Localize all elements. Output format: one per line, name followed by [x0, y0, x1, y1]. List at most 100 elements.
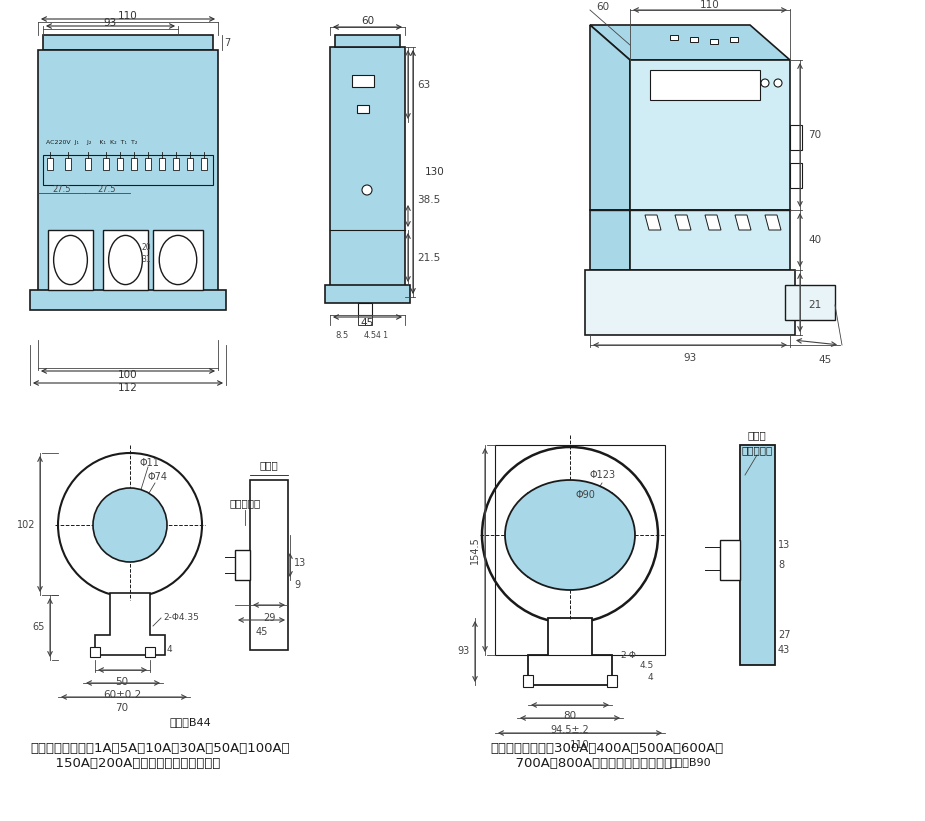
- Text: 说明：适用于配在300A、400A、500A、600A、
      700A、800A规格漏电零序互感器。: 说明：适用于配在300A、400A、500A、600A、 700A、800A规格…: [490, 742, 723, 770]
- Bar: [330, 47, 405, 297]
- Text: 4.5: 4.5: [364, 331, 376, 340]
- Text: 电位器: 电位器: [747, 430, 767, 440]
- Polygon shape: [590, 210, 630, 270]
- Text: 110: 110: [570, 740, 590, 750]
- Ellipse shape: [159, 236, 197, 285]
- Bar: [495, 445, 665, 655]
- Text: 连接器插头: 连接器插头: [741, 445, 772, 455]
- Text: 65: 65: [32, 622, 45, 632]
- Text: 29: 29: [263, 613, 276, 623]
- Text: 60: 60: [597, 2, 610, 12]
- Bar: [43, 155, 213, 185]
- Text: 45: 45: [256, 627, 268, 637]
- Text: 154.5: 154.5: [470, 536, 480, 564]
- Text: 60: 60: [361, 16, 374, 26]
- Text: 31: 31: [141, 255, 151, 264]
- Bar: [523, 675, 533, 687]
- Text: 9: 9: [294, 580, 300, 590]
- Text: 7: 7: [224, 38, 230, 48]
- Text: Φ11: Φ11: [140, 458, 160, 468]
- Text: 45: 45: [361, 318, 374, 328]
- Text: 43: 43: [778, 645, 790, 655]
- Text: 连接器插头: 连接器插头: [229, 498, 261, 508]
- Bar: [159, 158, 165, 170]
- Polygon shape: [630, 210, 790, 270]
- Text: 2-Φ: 2-Φ: [620, 650, 635, 659]
- Circle shape: [93, 488, 167, 562]
- Text: 130: 130: [425, 167, 445, 177]
- Polygon shape: [705, 215, 721, 230]
- Ellipse shape: [54, 236, 87, 285]
- Text: 27.5: 27.5: [53, 186, 71, 195]
- Circle shape: [761, 79, 769, 87]
- Circle shape: [774, 79, 782, 87]
- Bar: [357, 105, 369, 113]
- Text: 110: 110: [118, 11, 138, 21]
- Bar: [358, 303, 372, 315]
- Text: 70: 70: [116, 703, 129, 713]
- Bar: [325, 285, 410, 303]
- Text: 20: 20: [141, 244, 151, 253]
- Text: 互感器B90: 互感器B90: [669, 757, 710, 767]
- Text: 80: 80: [563, 711, 576, 721]
- Text: 110: 110: [700, 0, 720, 10]
- Polygon shape: [630, 60, 790, 210]
- Text: 13: 13: [294, 558, 306, 568]
- Text: 21.5: 21.5: [417, 253, 440, 263]
- Bar: [670, 35, 678, 40]
- Polygon shape: [95, 593, 165, 655]
- Bar: [730, 37, 738, 42]
- Bar: [90, 647, 100, 657]
- Bar: [153, 230, 203, 290]
- Text: 4: 4: [167, 645, 173, 654]
- Bar: [103, 158, 109, 170]
- Bar: [720, 540, 740, 580]
- Bar: [65, 158, 71, 170]
- Bar: [103, 230, 148, 290]
- Bar: [30, 290, 226, 310]
- Text: 102: 102: [17, 520, 35, 530]
- Ellipse shape: [108, 236, 142, 285]
- Text: 70: 70: [808, 130, 821, 140]
- Bar: [710, 39, 718, 44]
- Bar: [173, 158, 179, 170]
- Polygon shape: [765, 215, 781, 230]
- Polygon shape: [735, 215, 751, 230]
- Bar: [790, 125, 802, 150]
- Text: 说明：适用于配在1A、5A、10A、30A、50A、100A、
      150A、200A规格的漏电零序互感器。: 说明：适用于配在1A、5A、10A、30A、50A、100A、 150A、200…: [30, 742, 290, 770]
- Bar: [790, 163, 802, 188]
- Polygon shape: [650, 70, 760, 100]
- Text: 4 1: 4 1: [376, 331, 388, 340]
- Text: AC220V  J₁    J₂    K₁  K₂  T₁  T₂: AC220V J₁ J₂ K₁ K₂ T₁ T₂: [46, 140, 138, 145]
- Text: 2-Φ4.35: 2-Φ4.35: [163, 612, 199, 621]
- Text: 4: 4: [648, 672, 654, 681]
- Text: 互感器B44: 互感器B44: [169, 717, 211, 727]
- Bar: [250, 480, 288, 650]
- Bar: [785, 285, 835, 320]
- Text: 112: 112: [118, 383, 138, 393]
- Bar: [335, 35, 400, 47]
- Bar: [585, 270, 795, 335]
- Text: 60±0.2: 60±0.2: [103, 690, 142, 700]
- Bar: [358, 315, 372, 325]
- Bar: [352, 75, 374, 87]
- Text: 38.5: 38.5: [417, 195, 440, 205]
- Polygon shape: [590, 25, 790, 60]
- Text: 27.5: 27.5: [98, 186, 117, 195]
- Bar: [47, 158, 53, 170]
- Bar: [85, 158, 91, 170]
- Text: 63: 63: [417, 80, 430, 90]
- Text: 93: 93: [684, 353, 697, 363]
- Circle shape: [58, 453, 202, 597]
- Circle shape: [362, 185, 372, 195]
- Text: Φ90: Φ90: [575, 490, 595, 500]
- Bar: [38, 50, 218, 305]
- Bar: [131, 158, 137, 170]
- Text: 4.5: 4.5: [640, 661, 654, 669]
- Polygon shape: [675, 215, 691, 230]
- Bar: [117, 158, 123, 170]
- Text: Φ123: Φ123: [590, 470, 616, 480]
- Text: 50: 50: [116, 677, 129, 687]
- Text: 100: 100: [118, 370, 138, 380]
- Polygon shape: [645, 215, 661, 230]
